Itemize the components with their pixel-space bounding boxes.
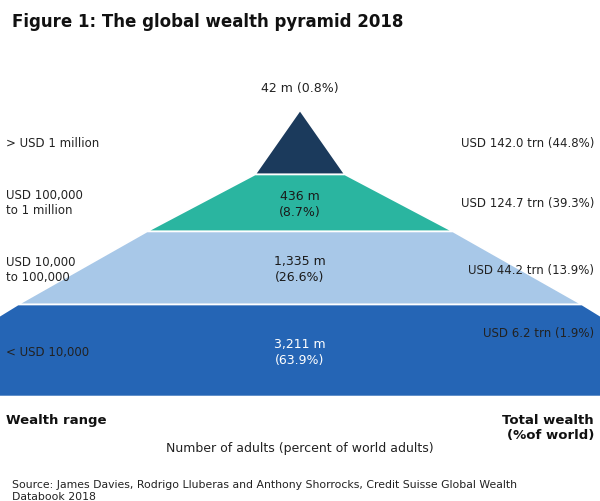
Polygon shape — [18, 232, 582, 305]
Text: 436 m: 436 m — [280, 190, 320, 203]
Text: (8.7%): (8.7%) — [279, 206, 321, 219]
Text: Source: James Davies, Rodrigo Lluberas and Anthony Shorrocks, Credit Suisse Glob: Source: James Davies, Rodrigo Lluberas a… — [12, 479, 517, 501]
Text: USD 100,000
to 1 million: USD 100,000 to 1 million — [6, 189, 83, 217]
Text: USD 124.7 trn (39.3%): USD 124.7 trn (39.3%) — [461, 196, 594, 209]
Text: Total wealth
(%of world): Total wealth (%of world) — [502, 413, 594, 441]
Text: > USD 1 million: > USD 1 million — [6, 137, 99, 149]
Text: Figure 1: The global wealth pyramid 2018: Figure 1: The global wealth pyramid 2018 — [12, 13, 403, 31]
Text: 3,211 m: 3,211 m — [274, 337, 326, 350]
Text: Wealth range: Wealth range — [6, 413, 107, 426]
Polygon shape — [0, 305, 600, 397]
Text: (26.6%): (26.6%) — [275, 271, 325, 284]
Text: < USD 10,000: < USD 10,000 — [6, 345, 89, 358]
Polygon shape — [255, 111, 345, 175]
Text: 1,335 m: 1,335 m — [274, 255, 326, 268]
Polygon shape — [147, 175, 453, 232]
Text: USD 44.2 trn (13.9%): USD 44.2 trn (13.9%) — [468, 264, 594, 277]
Text: USD 6.2 trn (1.9%): USD 6.2 trn (1.9%) — [483, 326, 594, 339]
Text: 42 m (0.8%): 42 m (0.8%) — [261, 82, 339, 95]
Text: (63.9%): (63.9%) — [275, 353, 325, 366]
Text: Number of adults (percent of world adults): Number of adults (percent of world adult… — [166, 441, 434, 454]
Text: USD 10,000
to 100,000: USD 10,000 to 100,000 — [6, 256, 76, 284]
Text: USD 142.0 trn (44.8%): USD 142.0 trn (44.8%) — [461, 137, 594, 149]
